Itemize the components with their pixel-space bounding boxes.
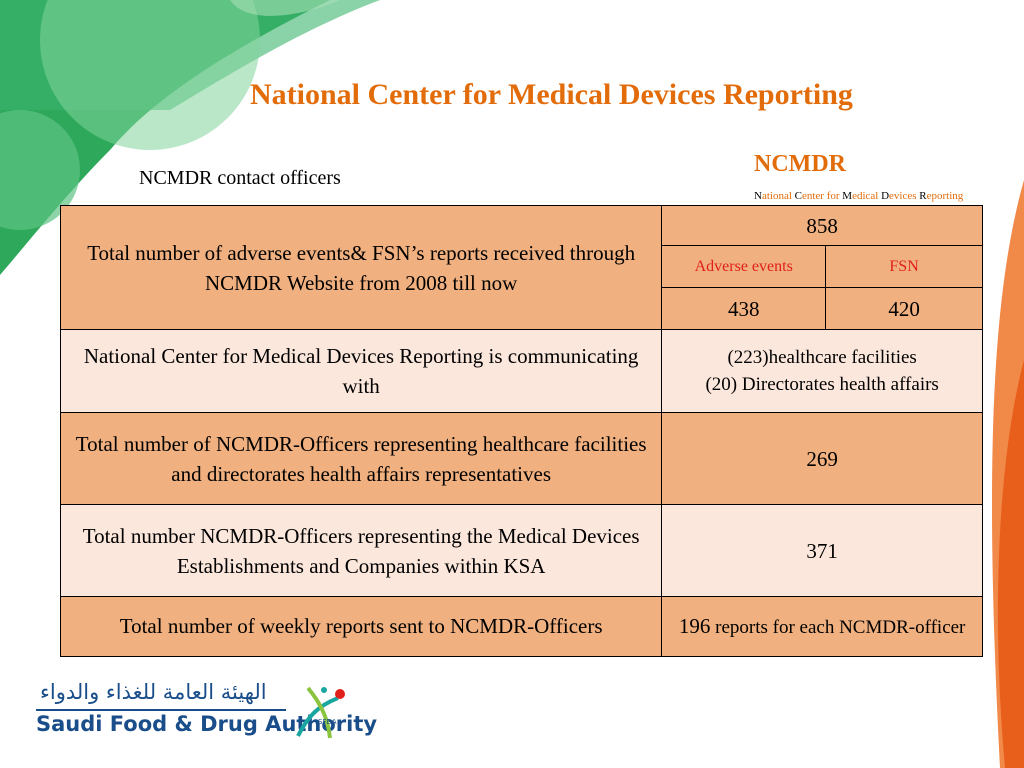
row5-value-number: 196: [678, 613, 711, 638]
row2-label: National Center for Medical Devices Repo…: [59, 329, 663, 413]
adverse-events-value: 438: [661, 287, 827, 330]
fsn-header: FSN: [825, 245, 983, 288]
fsn-value: 420: [825, 287, 983, 330]
row2-value: (223)healthcare facilities (20) Director…: [661, 329, 983, 413]
row4-value: 371: [661, 504, 983, 597]
table-row: Total number of NCMDR-Officers represent…: [59, 412, 983, 505]
ncmdr-statistics-table: Total number of adverse events& FSN’s re…: [59, 205, 983, 657]
page-title: National Center for Medical Devices Repo…: [250, 78, 853, 111]
sfda-mark-text: SFDA: [318, 718, 337, 726]
row1-label: Total number of adverse events& FSN’s re…: [59, 205, 663, 330]
row1-total: 858: [661, 205, 983, 246]
row2-value-line1: (223)healthcare facilities: [727, 347, 917, 368]
row3-label: Total number of NCMDR-Officers represent…: [59, 412, 663, 505]
row2-value-line2: (20) Directorates health affairs: [705, 374, 939, 395]
sfda-logo-icon: SFDA: [296, 686, 345, 739]
row3-value: 269: [661, 412, 983, 505]
ncmdr-acronym: NCMDR: [754, 151, 846, 177]
sfda-logo-english: Saudi Food & Drug Authority: [36, 712, 378, 736]
logo-divider: [36, 709, 286, 711]
row5-label: Total number of weekly reports sent to N…: [59, 596, 663, 657]
table-row: Total number of adverse events& FSN’s re…: [59, 205, 983, 330]
table-row: Total number of weekly reports sent to N…: [59, 596, 983, 657]
sfda-logo-arabic: الهيئة العامة للغذاء والدواء: [40, 680, 267, 704]
ncmdr-full-name: National Center for Medical Devices Repo…: [754, 190, 964, 202]
adverse-events-header: Adverse events: [661, 245, 827, 288]
table-row: Total number NCMDR-Officers representing…: [59, 504, 983, 597]
table-subtitle: NCMDR contact officers: [139, 167, 341, 189]
row5-value-text: reports for each NCMDR-officer: [710, 616, 966, 638]
table-row: National Center for Medical Devices Repo…: [59, 329, 983, 413]
row5-value: 196 reports for each NCMDR-officer: [661, 596, 983, 657]
row4-label: Total number NCMDR-Officers representing…: [59, 504, 663, 597]
